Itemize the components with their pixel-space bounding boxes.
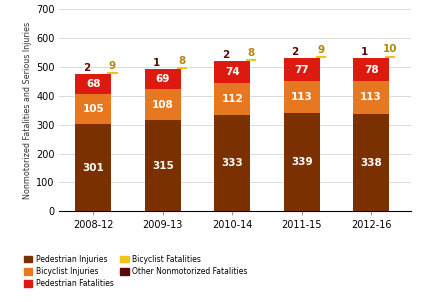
Bar — [214, 61, 250, 83]
Legend: Pedestrian Injuries, Bicyclist Injuries, Pedestrian Fatalities, Bicyclist Fatali: Pedestrian Injuries, Bicyclist Injuries,… — [21, 252, 251, 291]
Text: 1: 1 — [153, 58, 160, 68]
Text: 315: 315 — [152, 161, 174, 171]
Text: 68: 68 — [86, 79, 100, 89]
Text: 339: 339 — [291, 157, 312, 167]
Text: 105: 105 — [83, 104, 104, 114]
Bar — [145, 120, 181, 211]
Bar — [353, 114, 389, 211]
Bar — [145, 69, 181, 89]
Bar — [214, 115, 250, 211]
Bar — [75, 74, 112, 94]
Bar — [75, 94, 112, 124]
Text: 2: 2 — [222, 50, 229, 59]
Text: 78: 78 — [364, 65, 379, 75]
Text: 113: 113 — [360, 92, 382, 102]
Bar — [75, 124, 112, 211]
Bar — [353, 59, 389, 81]
Text: 1: 1 — [361, 47, 368, 57]
Bar — [284, 114, 320, 211]
Text: 10: 10 — [383, 44, 397, 54]
Bar — [353, 81, 389, 114]
Text: 108: 108 — [152, 100, 174, 110]
Text: 77: 77 — [294, 65, 309, 75]
Bar — [246, 59, 257, 61]
Bar — [177, 67, 187, 69]
Bar — [214, 83, 250, 115]
Text: 2: 2 — [83, 63, 91, 73]
Text: 2: 2 — [292, 47, 299, 57]
Text: 333: 333 — [221, 158, 243, 168]
Text: 301: 301 — [83, 163, 104, 173]
Text: 69: 69 — [156, 74, 170, 84]
Text: 9: 9 — [317, 45, 324, 55]
Y-axis label: Nonmotorized Fatalities and Serious Injuries: Nonmotorized Fatalities and Serious Inju… — [23, 22, 32, 199]
Bar — [284, 58, 320, 59]
Bar — [385, 56, 395, 59]
Bar — [316, 56, 326, 59]
Bar — [284, 59, 320, 81]
Text: 8: 8 — [248, 48, 255, 58]
Bar — [145, 89, 181, 120]
Text: 74: 74 — [225, 67, 240, 77]
Bar — [284, 81, 320, 114]
Text: 112: 112 — [221, 94, 243, 104]
Text: 9: 9 — [109, 61, 116, 71]
Bar — [107, 72, 117, 74]
Text: 113: 113 — [291, 92, 312, 102]
Text: 338: 338 — [360, 158, 382, 168]
Text: 8: 8 — [178, 56, 186, 66]
